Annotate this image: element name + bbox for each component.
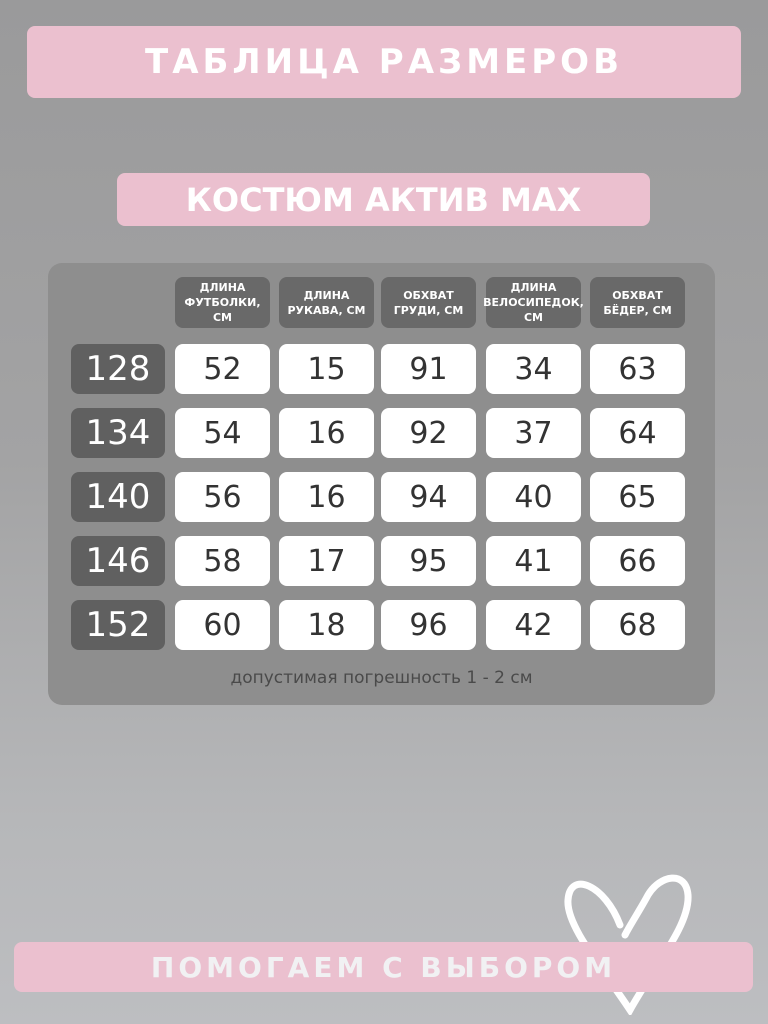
table-cell: 68	[590, 600, 685, 650]
table-cell: 17	[279, 536, 374, 586]
size-label: 128	[71, 344, 165, 394]
tolerance-note: допустимая погрешность 1 - 2 см	[230, 668, 533, 688]
table-cell: 65	[590, 472, 685, 522]
page-title: ТАБЛИЦА РАЗМЕРОВ	[27, 26, 741, 98]
column-header: ДЛИНА ФУТБОЛКИ, СМ	[175, 277, 270, 328]
table-cell: 94	[381, 472, 476, 522]
table-cell: 40	[486, 472, 581, 522]
table-cell: 91	[381, 344, 476, 394]
table-cell: 42	[486, 600, 581, 650]
table-cell: 34	[486, 344, 581, 394]
size-label: 134	[71, 408, 165, 458]
size-label: 152	[71, 600, 165, 650]
footer-banner: ПОМОГАЕМ С ВЫБОРОМ	[14, 942, 753, 992]
table-cell: 18	[279, 600, 374, 650]
table-cell: 16	[279, 408, 374, 458]
table-cell: 52	[175, 344, 270, 394]
table-cell: 41	[486, 536, 581, 586]
size-label: 140	[71, 472, 165, 522]
column-header: ОБХВАТ БЁДЕР, СМ	[590, 277, 685, 328]
table-cell: 64	[590, 408, 685, 458]
table-cell: 58	[175, 536, 270, 586]
table-cell: 54	[175, 408, 270, 458]
column-header: ДЛИНА ВЕЛОСИПЕДОК, СМ	[483, 277, 584, 328]
table-cell: 16	[279, 472, 374, 522]
table-cell: 15	[279, 344, 374, 394]
heart-icon	[564, 874, 692, 1015]
table-cell: 92	[381, 408, 476, 458]
table-cell: 95	[381, 536, 476, 586]
table-cell: 37	[486, 408, 581, 458]
table-cell: 63	[590, 344, 685, 394]
size-label: 146	[71, 536, 165, 586]
table-cell: 66	[590, 536, 685, 586]
column-header: ДЛИНА РУКАВА, СМ	[279, 277, 374, 328]
product-name: КОСТЮМ АКТИВ MAX	[117, 173, 650, 226]
table-cell: 96	[381, 600, 476, 650]
table-cell: 60	[175, 600, 270, 650]
table-cell: 56	[175, 472, 270, 522]
column-header: ОБХВАТ ГРУДИ, СМ	[381, 277, 476, 328]
